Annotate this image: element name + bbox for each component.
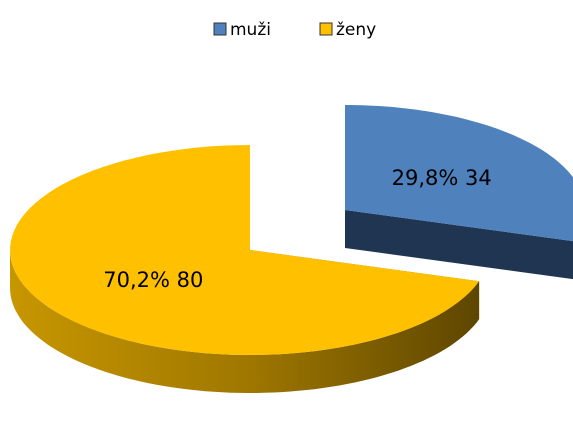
legend: muži ženy xyxy=(213,20,376,40)
slice-top xyxy=(10,145,480,355)
legend-swatch xyxy=(213,22,227,36)
plot-area: 70,2% 80 29,8% 34 xyxy=(10,105,573,393)
legend-label: muži xyxy=(230,20,271,40)
data-label: 29,8% 34 xyxy=(392,166,492,190)
slice: 70,2% 80 xyxy=(10,145,480,393)
slice-side xyxy=(10,250,480,393)
legend-label: ženy xyxy=(336,20,376,40)
legend-swatch xyxy=(319,22,333,36)
data-label: 70,2% 80 xyxy=(103,268,203,292)
slice-cut xyxy=(345,210,573,280)
slice-top xyxy=(345,105,573,242)
slice: 29,8% 34 xyxy=(345,105,573,280)
